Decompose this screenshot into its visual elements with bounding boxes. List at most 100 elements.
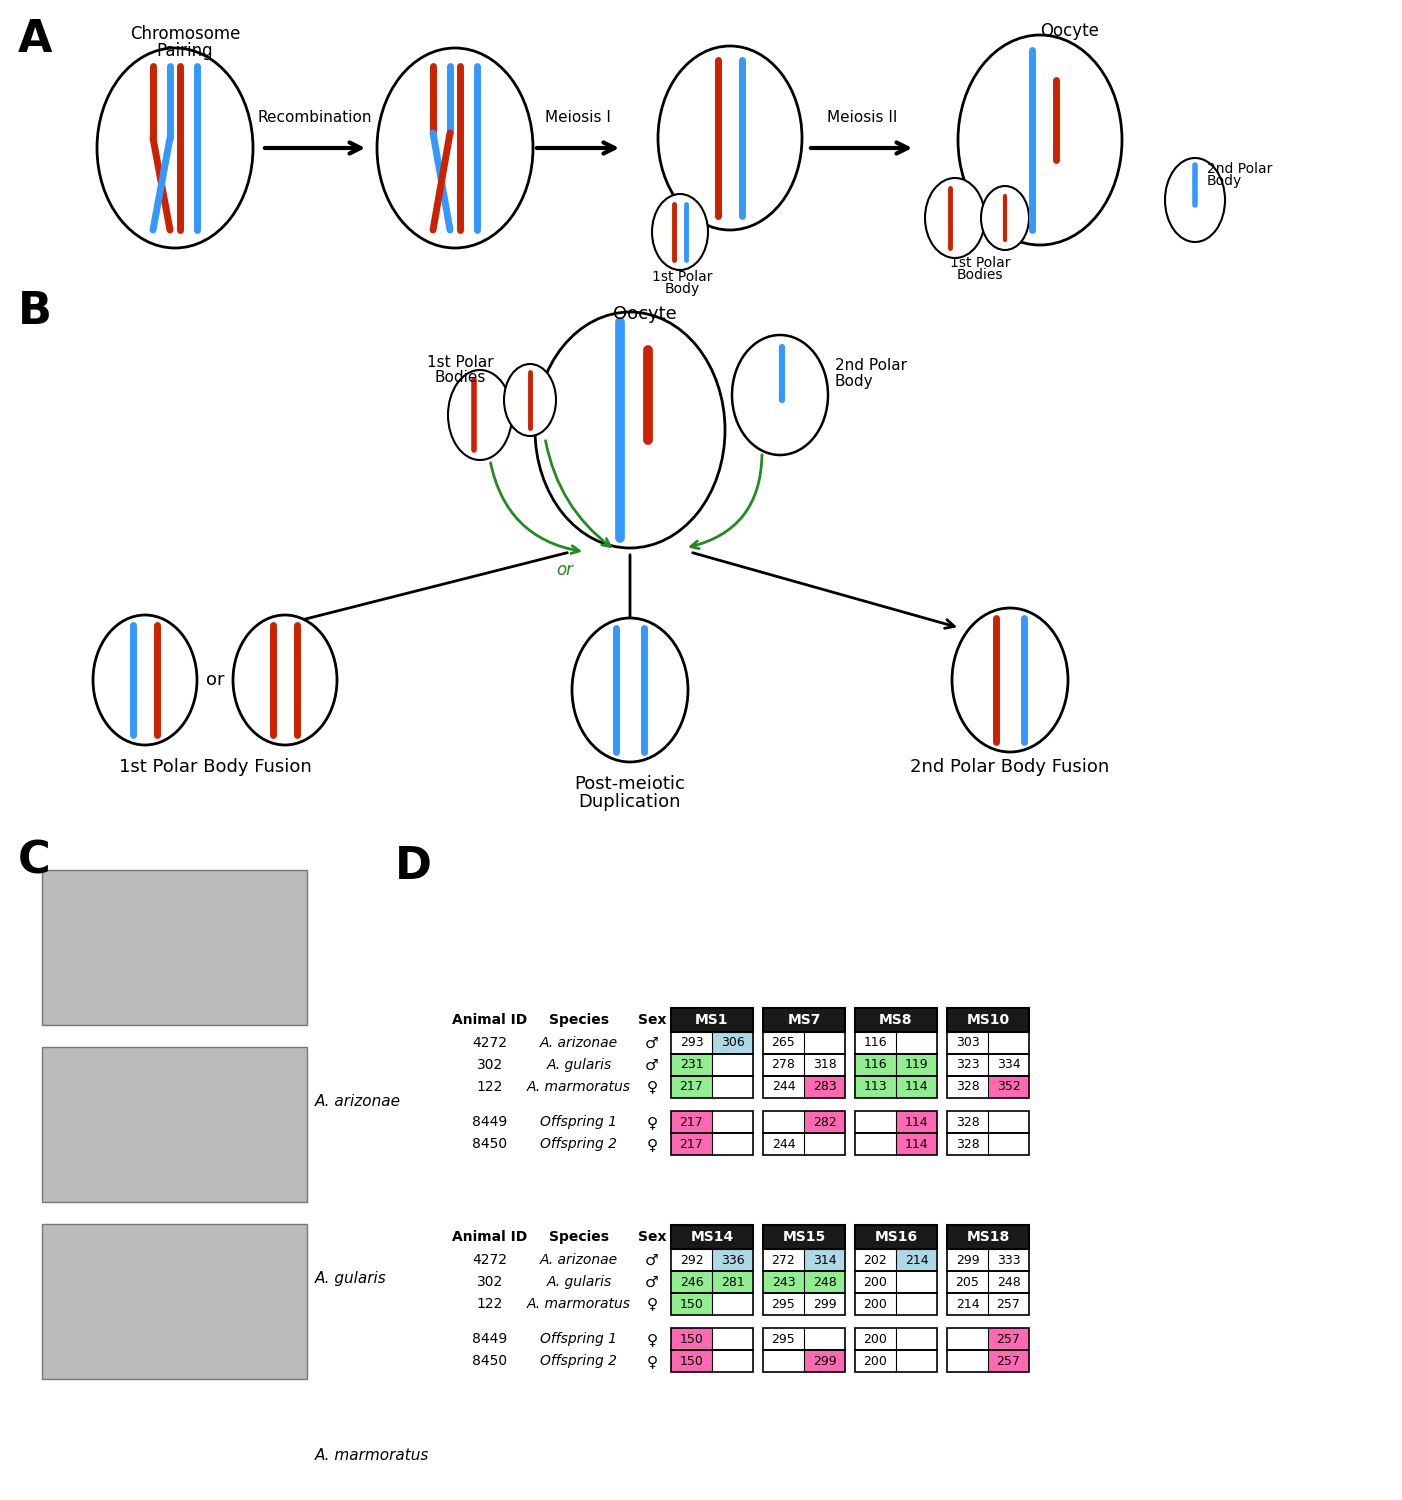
Bar — [803, 1270, 845, 1293]
Text: Animal ID: Animal ID — [453, 1230, 527, 1244]
Text: 334: 334 — [997, 1059, 1021, 1071]
Bar — [896, 1132, 937, 1155]
Text: Body: Body — [665, 282, 700, 296]
Bar — [712, 1250, 753, 1270]
Bar — [855, 1350, 896, 1372]
Bar — [855, 1226, 937, 1250]
Text: 205: 205 — [956, 1275, 980, 1288]
Bar — [896, 1054, 937, 1076]
Bar — [763, 1008, 845, 1032]
Text: MS16: MS16 — [875, 1230, 917, 1244]
Text: 122: 122 — [477, 1298, 503, 1311]
Text: 283: 283 — [813, 1080, 837, 1094]
Bar — [763, 1293, 803, 1316]
Bar — [672, 1112, 712, 1132]
Bar — [946, 1293, 1029, 1316]
Text: 248: 248 — [997, 1275, 1021, 1288]
Text: 295: 295 — [771, 1332, 795, 1346]
Text: 2nd Polar Body Fusion: 2nd Polar Body Fusion — [910, 758, 1109, 776]
Text: 323: 323 — [956, 1059, 980, 1071]
Ellipse shape — [952, 608, 1068, 752]
Bar — [763, 1350, 803, 1372]
Bar — [672, 1350, 753, 1372]
Text: 302: 302 — [477, 1275, 503, 1288]
Text: 292: 292 — [680, 1254, 704, 1266]
Text: 257: 257 — [997, 1298, 1021, 1311]
Text: 278: 278 — [771, 1059, 795, 1071]
Text: 352: 352 — [997, 1080, 1021, 1094]
Text: 150: 150 — [680, 1332, 704, 1346]
Bar — [855, 1270, 896, 1293]
Text: 303: 303 — [956, 1036, 980, 1050]
Bar — [946, 1032, 1029, 1054]
Bar — [803, 1032, 845, 1054]
Bar — [803, 1250, 845, 1270]
Bar — [946, 1112, 988, 1132]
Text: or: or — [557, 561, 573, 579]
Bar — [988, 1270, 1029, 1293]
Bar — [946, 1008, 1029, 1032]
Bar — [672, 1328, 712, 1350]
Text: MS15: MS15 — [782, 1230, 826, 1244]
Bar — [988, 1132, 1029, 1155]
Text: MS14: MS14 — [690, 1230, 733, 1244]
Bar — [946, 1054, 988, 1076]
Bar — [946, 1350, 1029, 1372]
Bar — [988, 1076, 1029, 1098]
Bar — [672, 1132, 753, 1155]
Bar — [672, 1293, 712, 1316]
Ellipse shape — [652, 194, 708, 270]
Text: A. marmoratus: A. marmoratus — [315, 1449, 429, 1464]
Bar — [946, 1250, 1029, 1270]
Bar — [946, 1076, 1029, 1098]
Text: ♀: ♀ — [646, 1353, 658, 1368]
Ellipse shape — [449, 370, 512, 460]
Text: 306: 306 — [721, 1036, 744, 1050]
Bar — [855, 1032, 937, 1054]
Text: 328: 328 — [956, 1116, 980, 1128]
Text: 217: 217 — [680, 1116, 704, 1128]
Text: 1st Polar: 1st Polar — [949, 256, 1011, 270]
Text: 200: 200 — [864, 1275, 887, 1288]
Ellipse shape — [536, 312, 725, 548]
Bar — [896, 1270, 937, 1293]
Bar — [896, 1032, 937, 1054]
Text: Sex: Sex — [638, 1013, 666, 1028]
Bar — [763, 1293, 845, 1316]
Text: 302: 302 — [477, 1058, 503, 1072]
Text: Post-meiotic: Post-meiotic — [575, 776, 686, 794]
Bar — [855, 1270, 937, 1293]
Bar — [672, 1250, 753, 1270]
Text: 244: 244 — [771, 1137, 795, 1150]
Bar — [946, 1112, 1029, 1132]
Text: 336: 336 — [721, 1254, 744, 1266]
Ellipse shape — [97, 48, 252, 248]
Text: Recombination: Recombination — [258, 111, 373, 126]
Bar — [988, 1054, 1029, 1076]
Text: ♀: ♀ — [646, 1114, 658, 1130]
Text: 200: 200 — [864, 1298, 887, 1311]
Text: Species: Species — [550, 1230, 608, 1244]
Text: 2nd Polar: 2nd Polar — [836, 358, 907, 374]
Text: A. marmoratus: A. marmoratus — [527, 1080, 631, 1094]
Bar — [763, 1250, 845, 1270]
Text: C: C — [18, 840, 50, 884]
Bar — [712, 1054, 753, 1076]
Bar — [672, 1328, 753, 1350]
Bar — [896, 1328, 937, 1350]
Text: A. gularis: A. gularis — [547, 1275, 611, 1288]
Bar — [672, 1054, 753, 1076]
Text: Meiosis I: Meiosis I — [545, 111, 611, 126]
Bar — [712, 1293, 753, 1316]
Bar — [672, 1032, 753, 1054]
Bar — [803, 1054, 845, 1076]
Bar — [855, 1350, 937, 1372]
Bar — [946, 1270, 1029, 1293]
Text: 328: 328 — [956, 1080, 980, 1094]
Ellipse shape — [572, 618, 688, 762]
Text: Bodies: Bodies — [435, 370, 485, 386]
Bar — [855, 1076, 937, 1098]
Text: ♂: ♂ — [645, 1035, 659, 1050]
Text: Oocyte: Oocyte — [1040, 22, 1099, 40]
Bar — [946, 1226, 1029, 1250]
